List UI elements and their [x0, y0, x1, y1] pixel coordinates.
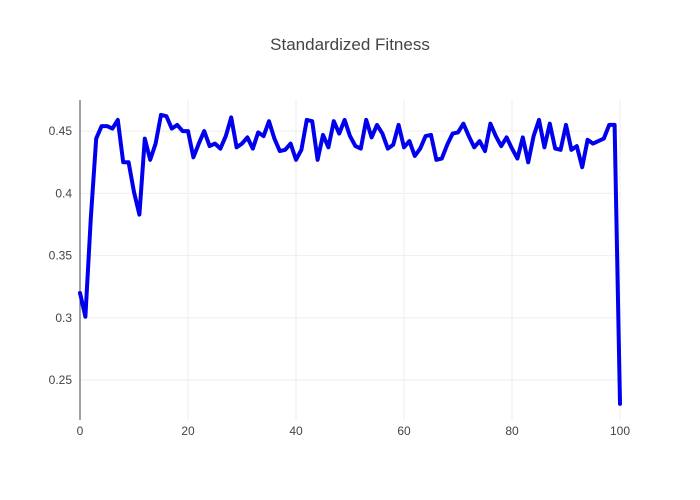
x-axis-ticks: 0 20 40 60 80 100	[77, 424, 631, 438]
y-tick-label: 0.35	[49, 249, 73, 263]
x-tick-label: 0	[77, 424, 84, 438]
chart-title: Standardized Fitness	[270, 35, 430, 54]
series-line	[78, 112, 622, 406]
y-axis-ticks: 0.25 0.3 0.35 0.4 0.45	[49, 124, 73, 387]
x-tick-label: 20	[181, 424, 195, 438]
y-tick-label: 0.4	[55, 186, 72, 200]
series-group	[78, 112, 622, 406]
y-tick-label: 0.3	[55, 311, 72, 325]
grid	[79, 100, 621, 420]
y-tick-label: 0.25	[49, 373, 73, 387]
x-tick-label: 100	[610, 424, 630, 438]
x-tick-label: 40	[289, 424, 303, 438]
x-tick-label: 80	[505, 424, 519, 438]
x-tick-label: 60	[397, 424, 411, 438]
y-tick-label: 0.45	[49, 124, 73, 138]
